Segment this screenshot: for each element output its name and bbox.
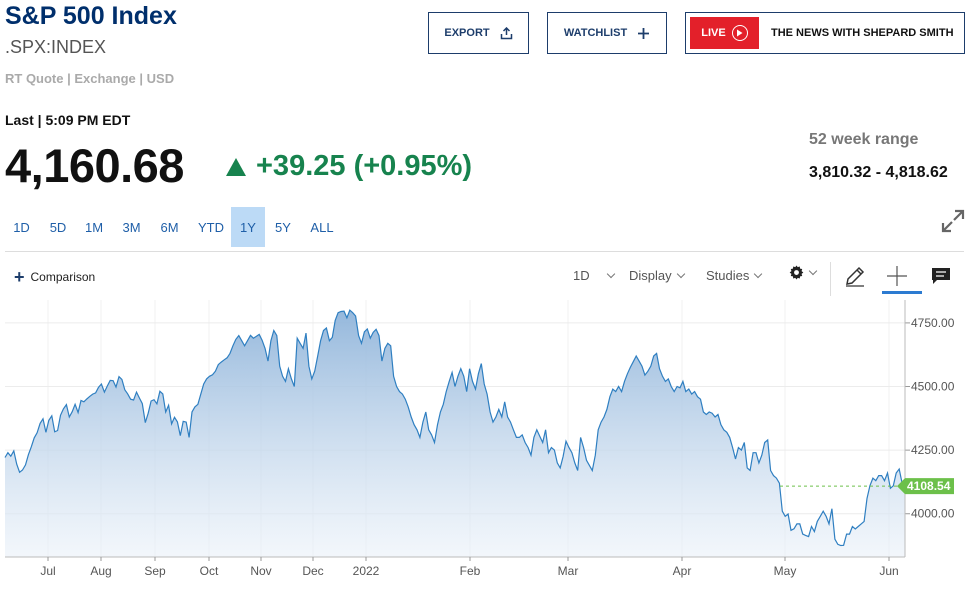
crosshair-icon[interactable]	[884, 263, 910, 289]
period-5y[interactable]: 5Y	[275, 219, 291, 235]
pencil-icon[interactable]	[842, 263, 868, 289]
up-arrow-icon	[226, 157, 246, 176]
page-title: S&P 500 Index	[5, 2, 177, 30]
export-label: EXPORT	[444, 27, 490, 39]
live-badge: LIVE	[690, 17, 759, 49]
studies-select[interactable]: Studies	[706, 268, 763, 283]
x-tick-label: Jun	[879, 564, 898, 578]
live-show-title: THE NEWS WITH SHEPARD SMITH	[771, 27, 954, 39]
x-tick-label: Dec	[302, 564, 323, 578]
x-tick-label: Aug	[90, 564, 111, 578]
share-icon	[500, 26, 512, 39]
period-3m[interactable]: 3M	[122, 219, 141, 235]
period-all[interactable]: ALL	[310, 219, 334, 235]
y-tick-label: 4250.00	[911, 443, 955, 457]
expand-icon[interactable]	[940, 208, 966, 234]
chart-area	[5, 310, 905, 557]
period-1y[interactable]: 1Y	[231, 207, 265, 247]
display-select[interactable]: Display	[629, 268, 685, 283]
x-tick-label: Apr	[673, 564, 692, 578]
chevron-down-icon	[754, 269, 763, 279]
divider	[5, 251, 964, 252]
export-button[interactable]: EXPORT	[428, 12, 529, 54]
settings-button[interactable]	[789, 265, 818, 280]
plus-icon: +	[14, 267, 25, 287]
x-tick-label: 2022	[353, 564, 380, 578]
last-quote-time: Last | 5:09 PM EDT	[5, 112, 131, 128]
x-tick-label: May	[774, 564, 797, 578]
current-value-label: 4108.54	[907, 479, 951, 493]
ticker-symbol: .SPX:INDEX	[5, 37, 107, 57]
comparison-button[interactable]: + Comparison	[14, 268, 95, 286]
last-price: 4,160.68	[5, 139, 184, 192]
range-label: 52 week range	[809, 131, 919, 148]
period-5d[interactable]: 5D	[49, 219, 67, 235]
toolbar-separator	[830, 262, 831, 296]
comparison-label: Comparison	[30, 270, 96, 284]
period-selector: 1D 5D 1M 3M 6M YTD 1Y 5Y ALL	[0, 207, 343, 247]
y-tick-label: 4000.00	[911, 507, 955, 521]
watchlist-label: WATCHLIST	[563, 27, 628, 39]
chevron-down-icon	[606, 269, 615, 279]
period-1m[interactable]: 1M	[84, 219, 104, 235]
x-tick-label: Sep	[144, 564, 166, 578]
price-change-value: +39.25 (+0.95%)	[256, 150, 473, 182]
display-label: Display	[629, 268, 672, 283]
x-tick-label: Feb	[460, 564, 481, 578]
x-tick-label: Mar	[558, 564, 579, 578]
gear-icon	[789, 265, 804, 280]
chevron-down-icon	[808, 266, 818, 276]
play-icon	[731, 25, 748, 41]
y-tick-label: 4750.00	[911, 316, 955, 330]
period-1d[interactable]: 1D	[13, 219, 30, 235]
interval-label: 1D	[573, 268, 590, 283]
x-tick-label: Oct	[200, 564, 219, 578]
crosshair-active-indicator	[882, 291, 922, 294]
y-tick-label: 4500.00	[911, 380, 955, 394]
watchlist-button[interactable]: WATCHLIST	[547, 12, 667, 54]
interval-select[interactable]: 1D	[573, 268, 615, 283]
studies-label: Studies	[706, 268, 750, 283]
live-label: LIVE	[701, 27, 726, 39]
plus-icon	[638, 27, 650, 39]
price-chart[interactable]: 4750.00 4500.00 4250.00 4000.00 Jul Aug Sep Oc…	[0, 300, 974, 591]
price-change: +39.25 (+0.95%)	[226, 150, 472, 183]
x-tick-label: Jul	[40, 564, 55, 578]
live-stream-button[interactable]: LIVE THE NEWS WITH SHEPARD SMITH	[685, 12, 965, 54]
chart-series-line	[4, 309, 906, 547]
range-value: 3,810.32 - 4,818.62	[809, 164, 948, 181]
period-6m[interactable]: 6M	[160, 219, 179, 235]
chevron-down-icon	[676, 269, 685, 279]
quote-meta: RT Quote | Exchange | USD	[5, 71, 175, 86]
current-value-tag	[897, 478, 954, 495]
x-tick-label: Nov	[250, 564, 271, 578]
period-ytd[interactable]: YTD	[198, 219, 224, 235]
comment-icon[interactable]	[928, 263, 954, 289]
